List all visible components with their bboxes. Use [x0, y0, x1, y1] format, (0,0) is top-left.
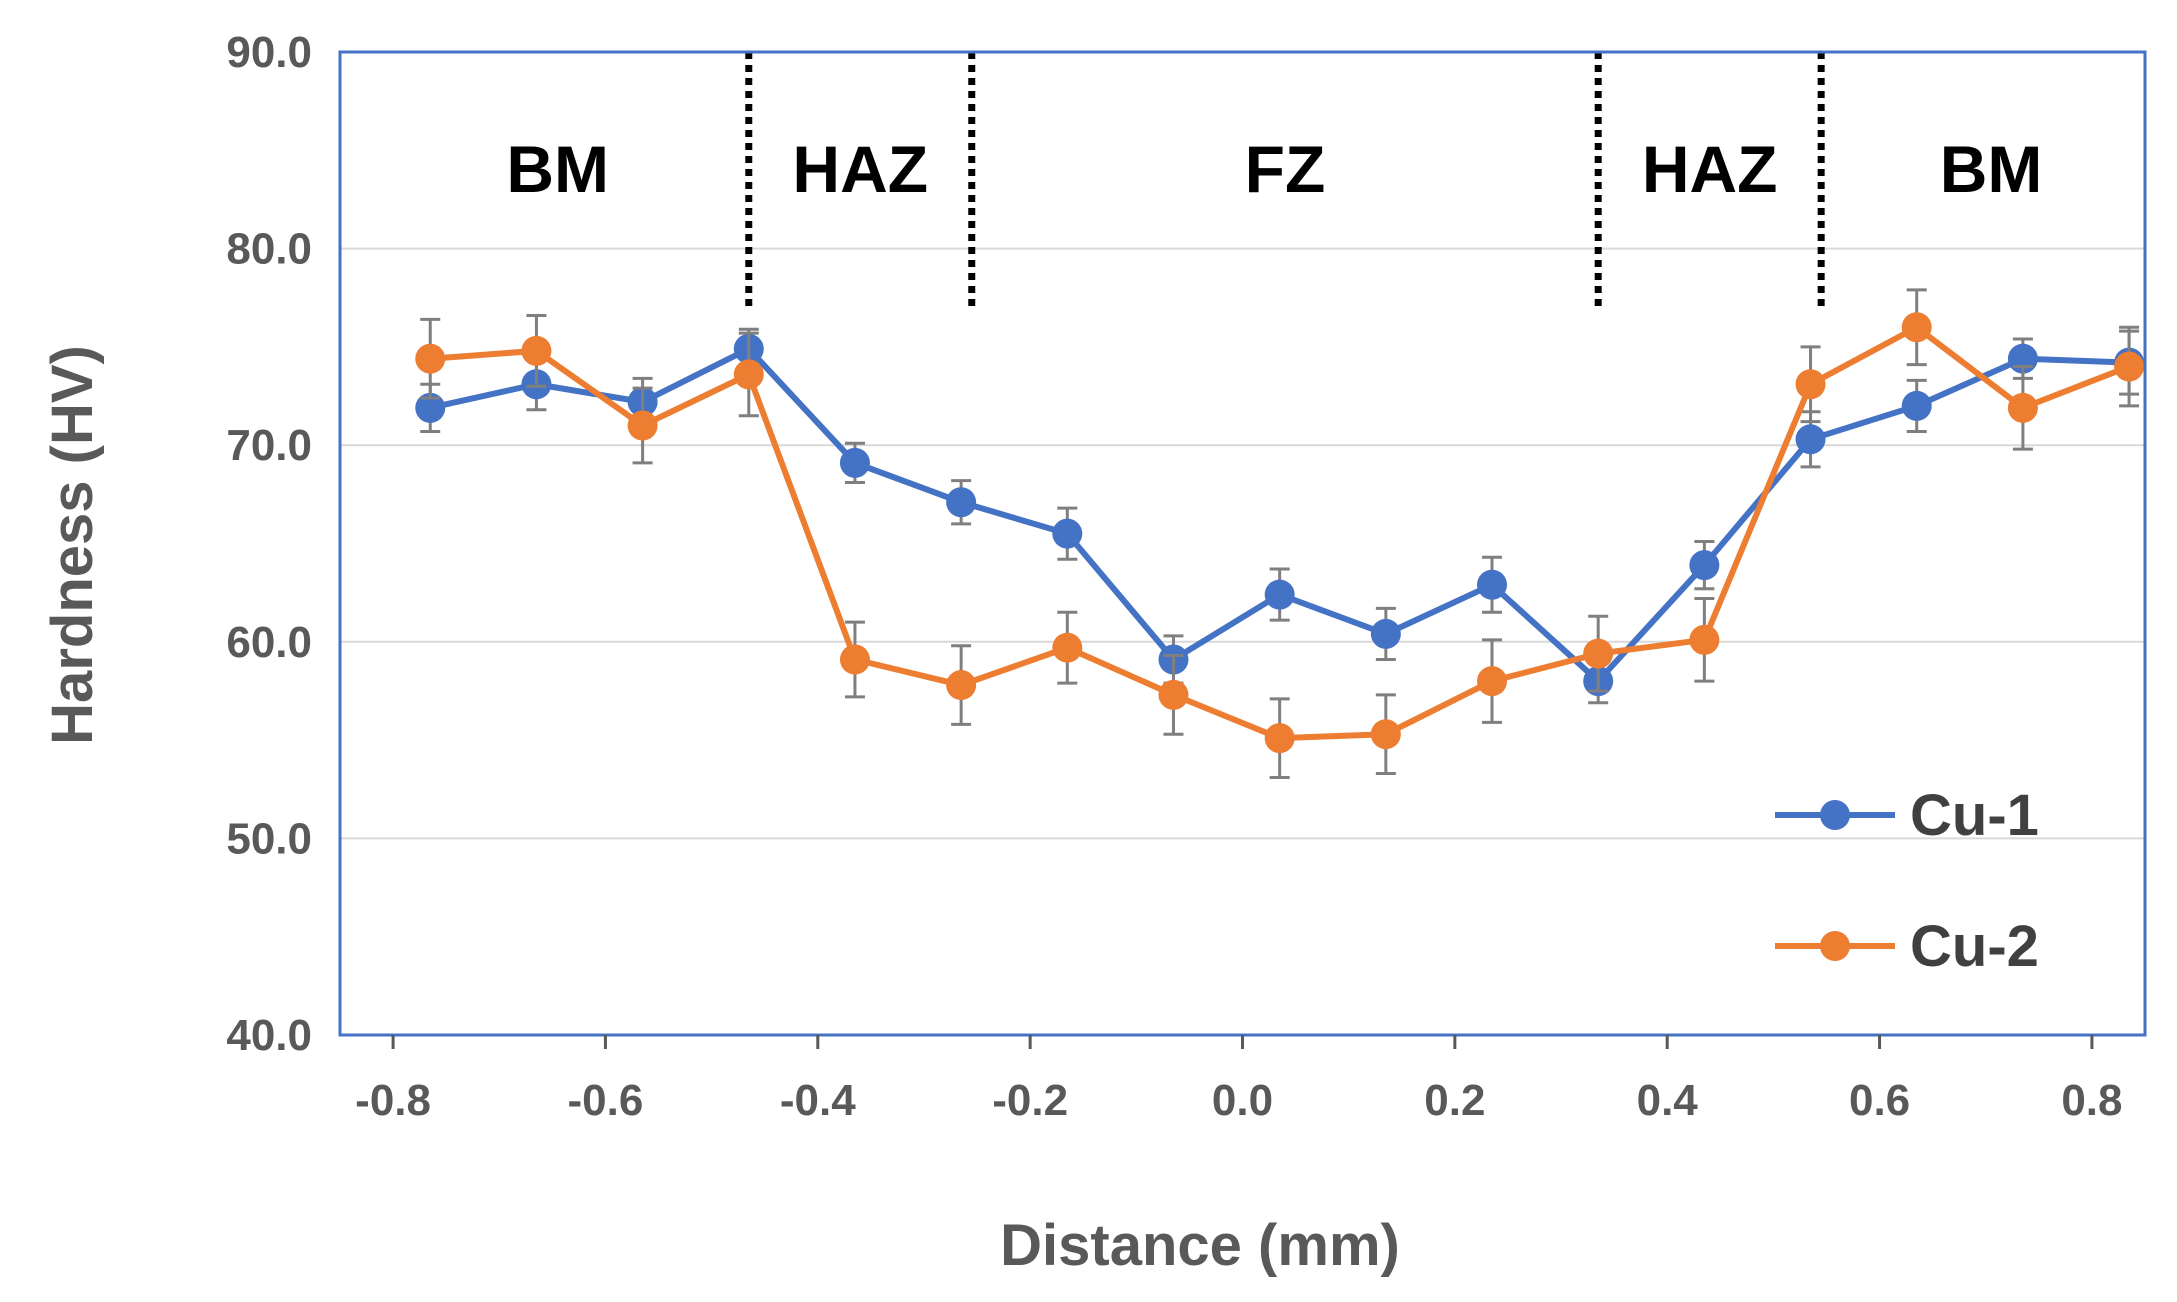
series-cu-2: [415, 288, 2145, 779]
data-point-cu-2: [1901, 312, 1932, 343]
x-tick-label: -0.8: [355, 1076, 431, 1125]
x-tick-label: 0.8: [2061, 1076, 2122, 1125]
legend-marker-cu-1: [1820, 800, 1850, 830]
data-point-cu-2: [946, 670, 977, 701]
data-point-cu-2: [627, 410, 658, 441]
data-point-cu-2: [1052, 632, 1083, 663]
legend-marker-cu-2: [1820, 931, 1850, 961]
data-point-cu-1: [415, 392, 446, 423]
y-tick-label: 90.0: [226, 28, 312, 77]
data-point-cu-1: [1901, 390, 1932, 421]
data-point-cu-2: [1158, 679, 1189, 710]
x-tick-label: 0.0: [1212, 1076, 1273, 1125]
x-tick-label: 0.6: [1849, 1076, 1910, 1125]
data-point-cu-1: [1689, 550, 1720, 581]
data-point-cu-2: [1583, 638, 1614, 669]
series-line-cu-1: [429, 345, 2130, 685]
legend: Cu-1 Cu-2: [1775, 783, 2039, 979]
y-tick-label: 70.0: [226, 421, 312, 470]
x-tick-label: 0.2: [1424, 1076, 1485, 1125]
legend-label-cu-1: Cu-1: [1910, 783, 2039, 848]
region-label-bm: BM: [1940, 132, 2043, 206]
region-label-bm: BM: [506, 132, 609, 206]
data-point-cu-1: [1795, 424, 1826, 455]
y-tick-label: 60.0: [226, 618, 312, 667]
region-label-haz: HAZ: [1642, 132, 1778, 206]
data-point-cu-2: [1370, 719, 1401, 750]
y-tick-label: 40.0: [226, 1011, 312, 1060]
legend-label-cu-2: Cu-2: [1910, 914, 2039, 979]
data-point-cu-2: [2114, 351, 2145, 382]
region-boundaries: [745, 52, 1825, 310]
data-point-cu-1: [1477, 569, 1508, 600]
y-axis-title: Hardness (HV): [40, 345, 105, 745]
data-point-cu-2: [2007, 392, 2038, 423]
x-tick-label: -0.4: [780, 1076, 856, 1125]
data-point-cu-1: [839, 447, 870, 478]
data-point-cu-2: [733, 359, 764, 390]
data-point-cu-2: [839, 644, 870, 675]
data-point-cu-2: [1795, 369, 1826, 400]
series-cu-1: [415, 327, 2145, 705]
data-point-cu-1: [1264, 579, 1295, 610]
series-line-cu-2: [430, 324, 2131, 742]
data-point-cu-1: [1370, 618, 1401, 649]
data-point-cu-2: [1689, 624, 1720, 655]
x-tick-label: -0.2: [992, 1076, 1068, 1125]
x-tick-label: 0.4: [1637, 1076, 1699, 1125]
series-layer: [415, 288, 2145, 779]
data-point-cu-1: [946, 487, 977, 518]
data-point-cu-2: [1264, 723, 1295, 754]
y-tick-label: 80.0: [226, 225, 312, 274]
x-tick-label: -0.6: [568, 1076, 644, 1125]
region-labels: BM HAZ FZ HAZ BM: [506, 132, 2042, 206]
data-point-cu-2: [415, 343, 446, 374]
axis-layer: 40.0 50.0 60.0 70.0 80.0 90.0 -0.8 -0.6 -0.4 -0.2…: [226, 28, 2122, 1125]
data-point-cu-2: [521, 335, 552, 366]
data-point-cu-1: [1052, 518, 1083, 549]
plot-frame: [338, 50, 2147, 1037]
grid-layer: [340, 247, 2145, 840]
x-axis-title: Distance (mm): [1000, 1213, 1400, 1278]
region-label-fz: FZ: [1245, 132, 1326, 206]
y-tick-label: 50.0: [226, 814, 312, 863]
data-point-cu-2: [1477, 666, 1508, 697]
region-label-haz: HAZ: [792, 132, 928, 206]
